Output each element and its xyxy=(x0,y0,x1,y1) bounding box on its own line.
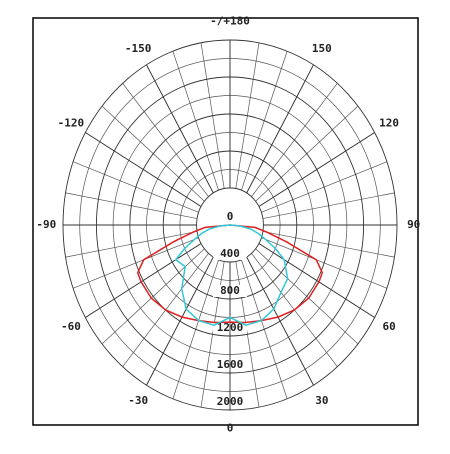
angle-tick-label: 30 xyxy=(315,394,328,407)
angle-tick-label: 0 xyxy=(227,422,234,435)
angle-line xyxy=(246,64,314,194)
angle-line xyxy=(85,132,202,207)
intensity-curve xyxy=(136,224,324,324)
angle-tick-label: 120 xyxy=(379,116,399,129)
intensity-curve xyxy=(174,224,289,327)
angle-tick-label: 150 xyxy=(312,42,332,55)
angle-tick-label: -150 xyxy=(125,42,152,55)
angle-tick-label: -60 xyxy=(61,320,81,333)
label-bg xyxy=(213,248,247,260)
radial-tick-label: 400 xyxy=(220,247,240,260)
angle-tick-label: -/+180 xyxy=(210,15,250,28)
angle-line xyxy=(258,132,375,207)
angle-line xyxy=(85,243,202,318)
angle-tick-label: -30 xyxy=(128,394,148,407)
angle-line xyxy=(258,243,375,318)
angle-line xyxy=(146,256,214,386)
angle-tick-label: 60 xyxy=(382,320,395,333)
angle-tick-label: -120 xyxy=(58,116,85,129)
angle-line xyxy=(246,256,314,386)
label-bg xyxy=(213,211,247,223)
angle-line xyxy=(146,64,214,194)
radial-tick-label: 0 xyxy=(227,210,234,223)
angle-tick-label: -90 xyxy=(36,218,56,231)
angle-tick-label: 90 xyxy=(407,218,420,231)
